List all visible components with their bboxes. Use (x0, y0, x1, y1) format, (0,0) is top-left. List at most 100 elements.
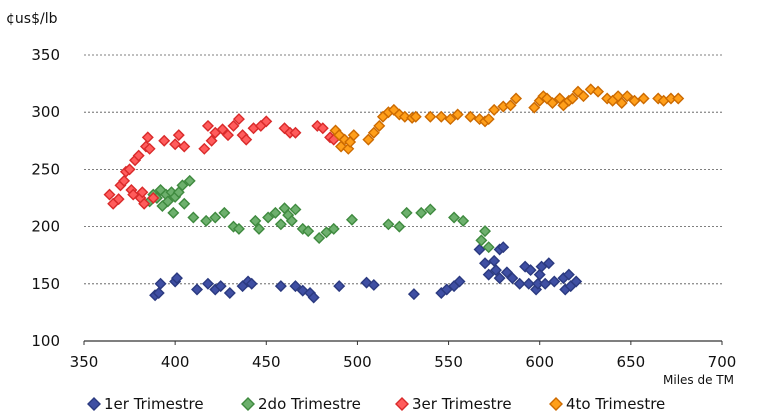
data-point (367, 126, 380, 139)
data-point (307, 291, 320, 304)
data-point (400, 206, 413, 219)
data-point (637, 92, 650, 105)
data-point (347, 129, 360, 142)
data-point (528, 101, 541, 114)
data-point (240, 133, 253, 146)
series-2 (143, 174, 495, 254)
data-point (415, 206, 428, 219)
data-point (198, 142, 211, 155)
data-point (269, 206, 282, 219)
data-point (216, 123, 229, 136)
data-point (274, 218, 287, 231)
data-point (382, 218, 395, 231)
data-point (546, 97, 559, 110)
data-point (313, 232, 326, 245)
data-point (218, 206, 231, 219)
data-point (493, 272, 506, 285)
data-point (482, 268, 495, 281)
data-point (577, 90, 590, 103)
data-point (539, 277, 552, 290)
data-point (488, 254, 501, 267)
data-point (316, 122, 329, 135)
data-point (444, 113, 457, 126)
data-point (178, 197, 191, 210)
data-point (393, 220, 406, 233)
x-tick-label: 550 (434, 353, 463, 371)
data-point (214, 280, 227, 293)
data-point (274, 280, 287, 293)
data-point (260, 115, 273, 128)
y-axis-ticks: 100 150 200 250 300 350 (31, 46, 60, 350)
data-point (253, 222, 265, 235)
legend: 1er Trimestre 2do Trimestre 3er Trimestre 4… (87, 395, 665, 413)
legend-marker (549, 397, 563, 411)
y-axis-label: ¢us$/lb (6, 11, 58, 27)
y-tick-label: 150 (31, 275, 60, 293)
data-point (522, 277, 535, 290)
data-point (187, 211, 200, 224)
data-point (289, 203, 302, 216)
data-point (570, 275, 583, 288)
data-point (542, 257, 555, 270)
y-tick-label: 300 (31, 103, 60, 121)
data-point (118, 174, 131, 187)
x-tick-label: 700 (708, 353, 737, 371)
data-point (183, 174, 196, 187)
data-point (464, 110, 477, 123)
data-point (205, 134, 218, 147)
data-point (209, 211, 222, 224)
data-point (227, 119, 240, 132)
data-point (488, 103, 501, 116)
x-tick-label: 650 (617, 353, 646, 371)
data-point (262, 211, 275, 224)
data-point (482, 241, 495, 254)
y-tick-label: 250 (31, 160, 60, 178)
data-point (621, 90, 634, 103)
data-point (172, 129, 185, 142)
data-point (232, 222, 245, 235)
data-point (407, 288, 420, 301)
data-point (123, 163, 136, 176)
data-point (249, 214, 262, 227)
data-point (191, 283, 204, 296)
data-point (103, 188, 116, 201)
data-point (435, 110, 448, 123)
data-point (628, 94, 641, 107)
data-point (482, 113, 495, 126)
data-point (289, 280, 302, 293)
data-point (362, 133, 375, 146)
data-point (448, 211, 461, 224)
data-point (169, 138, 182, 151)
data-point (548, 275, 561, 288)
data-point (513, 277, 526, 290)
data-point (615, 97, 628, 110)
data-point (457, 214, 470, 227)
data-points (103, 83, 685, 304)
series-3 (103, 113, 340, 210)
data-point (592, 85, 605, 98)
data-point (373, 119, 386, 132)
data-point (510, 92, 523, 105)
data-point (479, 257, 492, 270)
data-point (409, 110, 422, 123)
data-point (473, 243, 486, 256)
data-point (178, 140, 191, 153)
data-point (333, 280, 346, 293)
data-point (170, 272, 183, 285)
data-point (158, 134, 171, 147)
grid-lines (84, 54, 722, 285)
x-tick-label: 600 (525, 353, 554, 371)
data-point (167, 206, 180, 219)
x-tick-label: 400 (161, 353, 190, 371)
legend-label: 3er Trimestre (412, 395, 512, 413)
legend-marker (241, 397, 255, 411)
data-point (245, 277, 258, 290)
x-axis-label: Miles de TM (663, 373, 734, 387)
legend-label: 1er Trimestre (104, 395, 204, 413)
data-point (497, 241, 510, 254)
data-point (479, 225, 492, 238)
data-point (112, 193, 125, 206)
data-point (533, 268, 546, 281)
legend-marker (395, 397, 409, 411)
